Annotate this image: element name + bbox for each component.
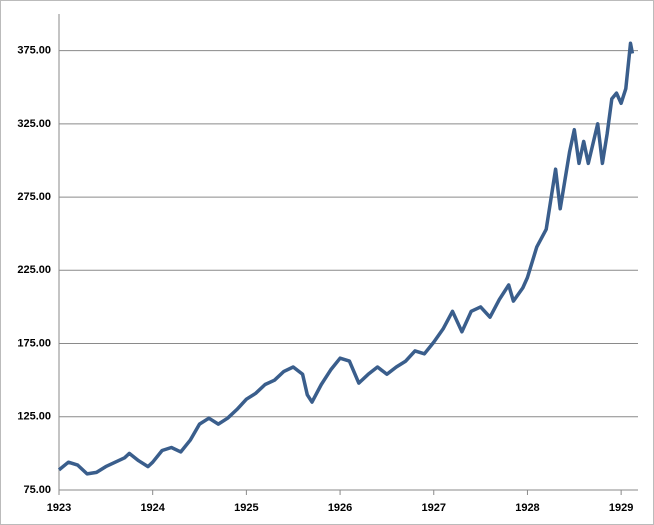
x-tick-label: 1924 (140, 502, 165, 514)
y-tick-label: 125.00 (17, 411, 51, 423)
x-tick-label: 1923 (47, 502, 71, 514)
y-tick-label: 275.00 (17, 191, 51, 203)
line (57, 41, 635, 476)
y-tick-label: 175.00 (17, 337, 51, 349)
y-tick-label: 325.00 (17, 118, 51, 130)
x-tick-label: 1925 (234, 502, 258, 514)
y-tick-label: 225.00 (17, 264, 51, 276)
x-tick-label: 1929 (609, 502, 633, 514)
x-tick-label: 1927 (422, 502, 446, 514)
y-tick-label: 375.00 (17, 45, 51, 57)
y-tick-label: 75.00 (23, 484, 51, 496)
x-tick-label: 1926 (328, 502, 352, 514)
x-tick-label: 1928 (515, 502, 539, 514)
